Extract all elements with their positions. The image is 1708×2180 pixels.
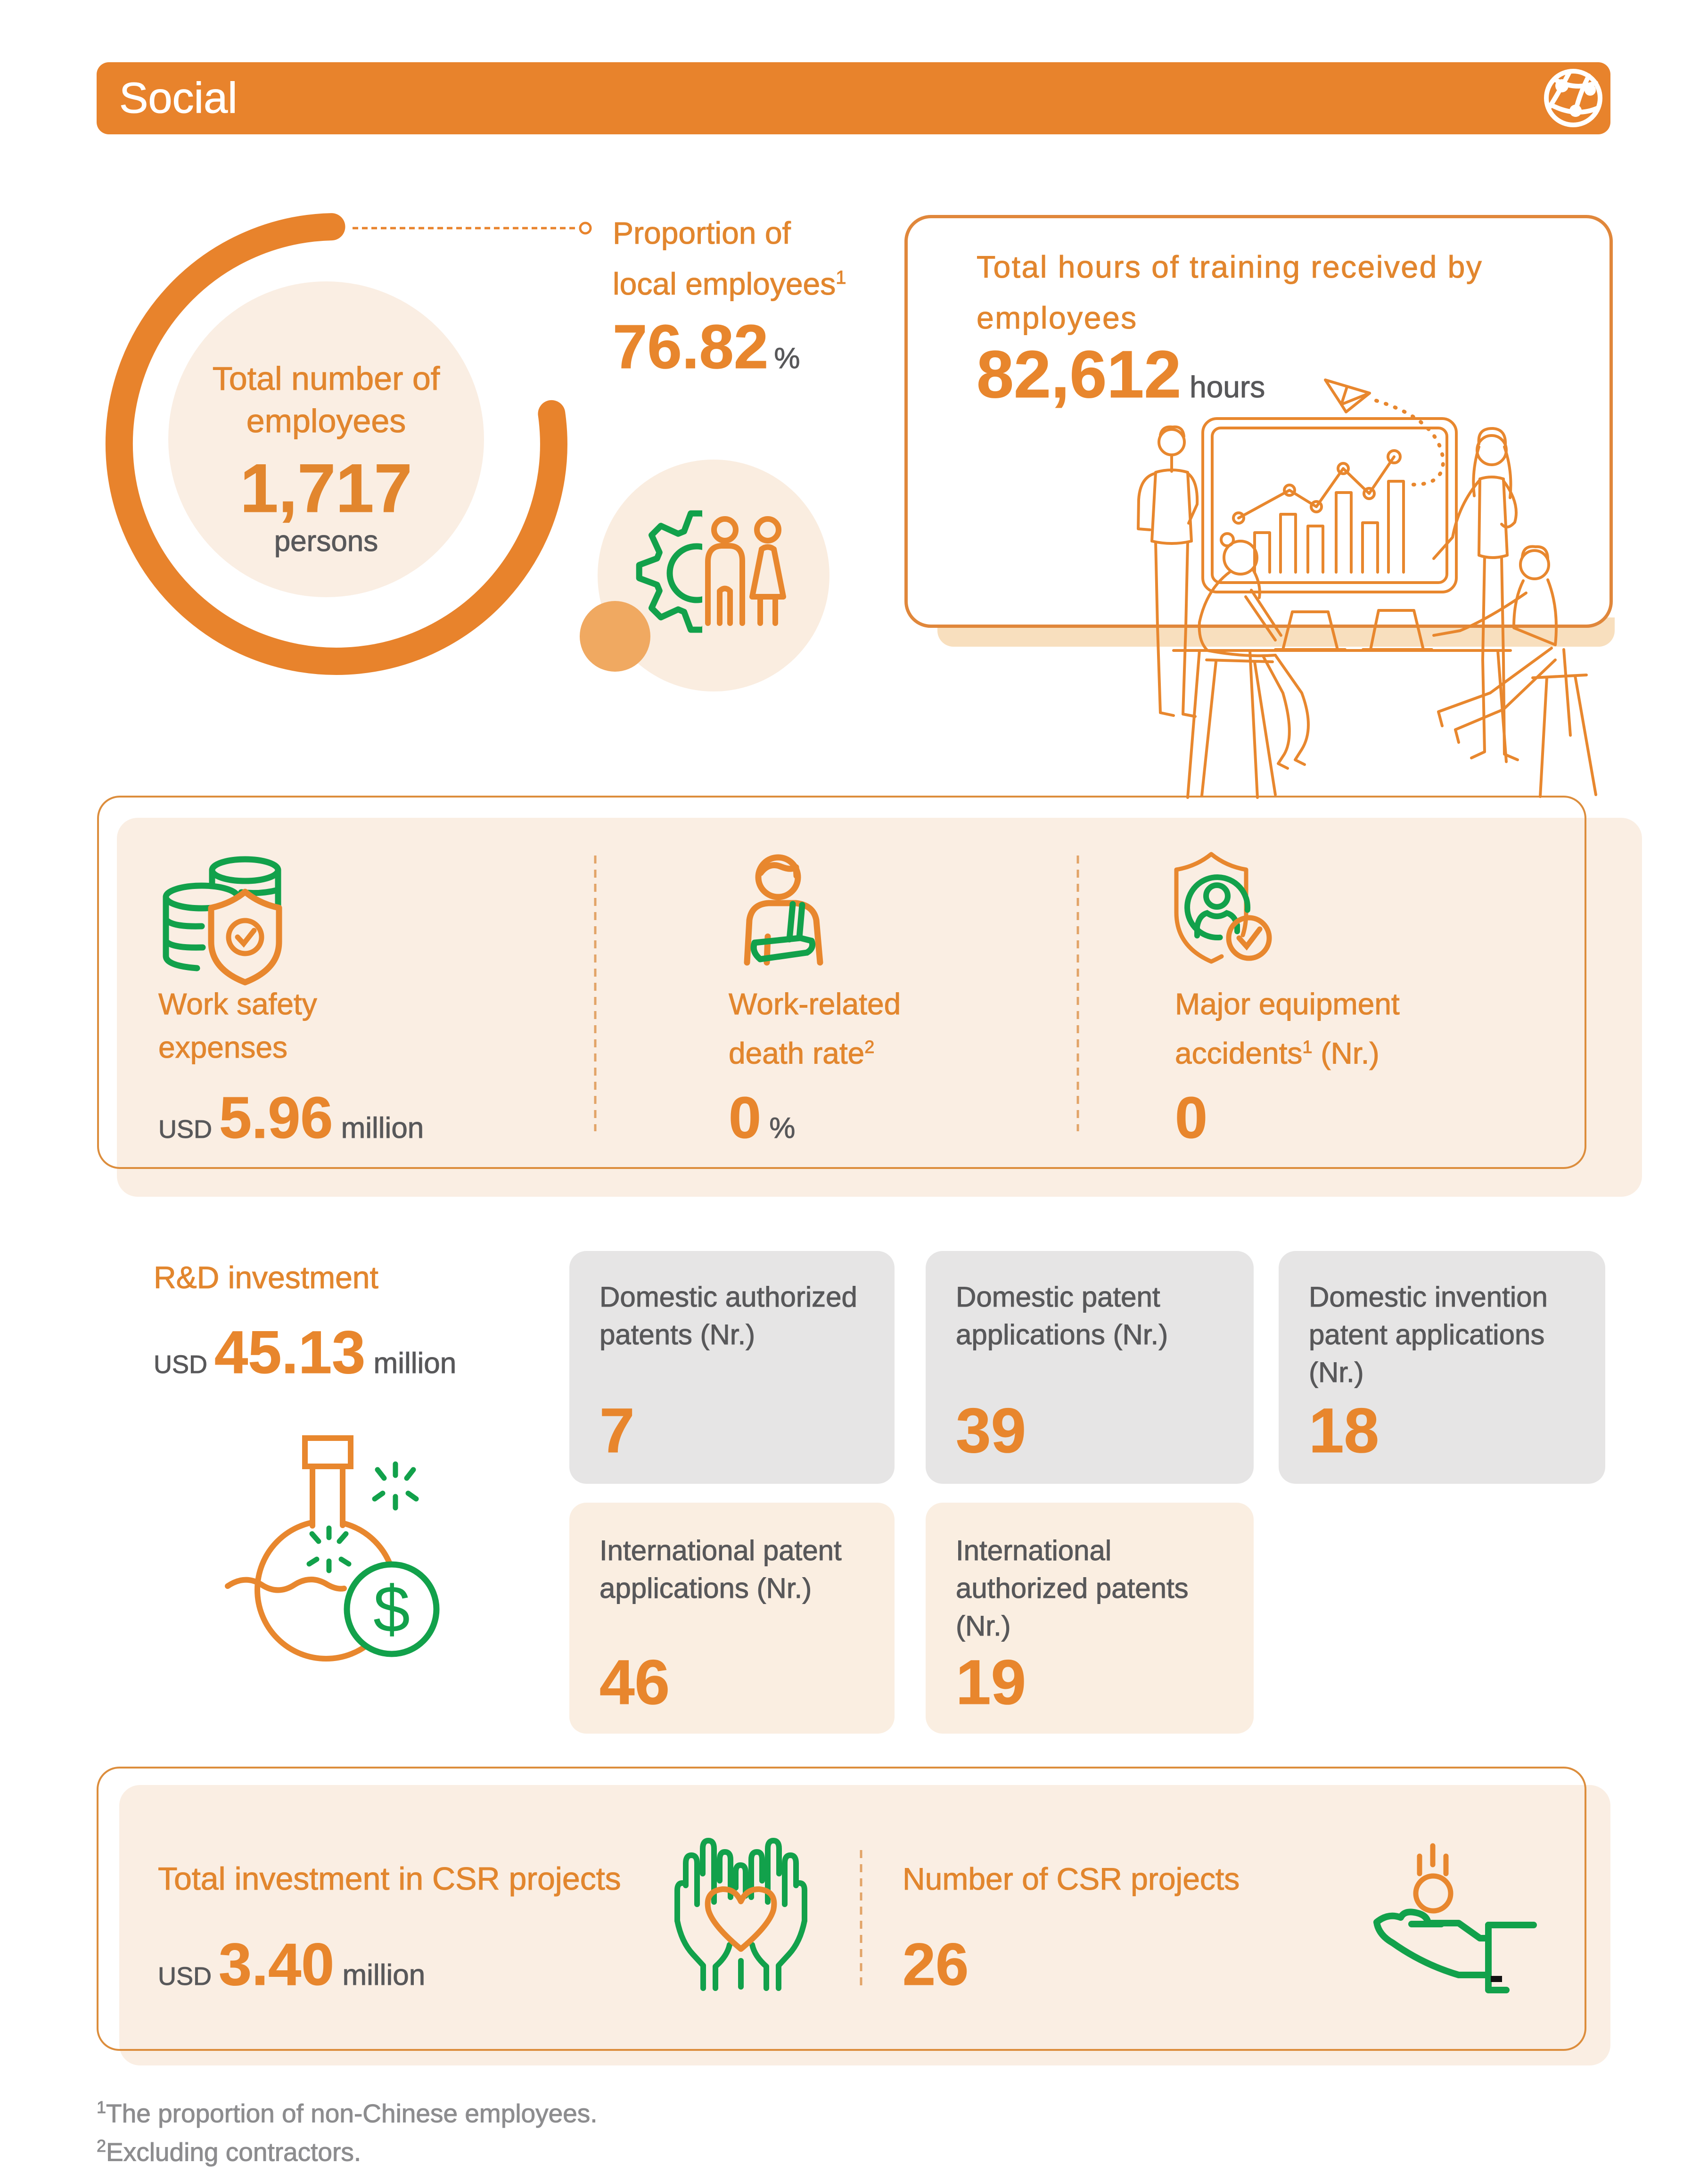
svg-text:$: $ <box>373 1572 410 1646</box>
